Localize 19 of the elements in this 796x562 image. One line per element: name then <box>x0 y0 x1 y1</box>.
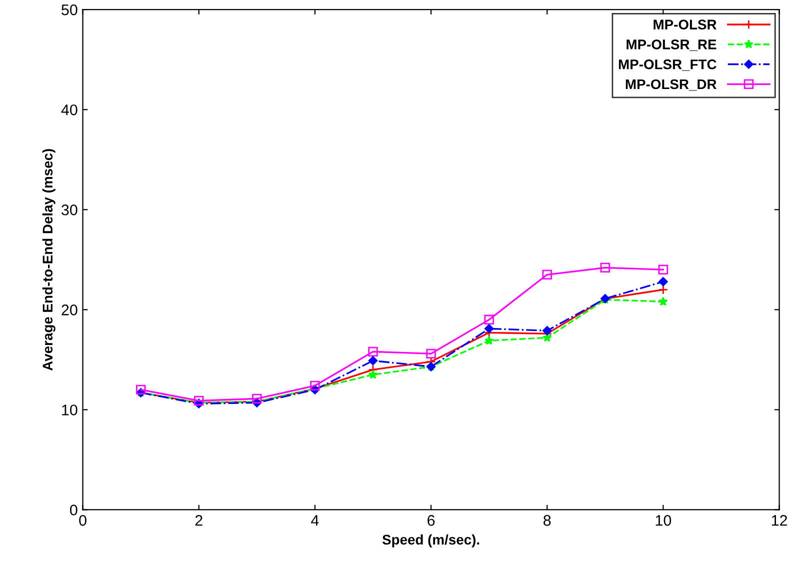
x-tick-label: 6 <box>428 515 435 526</box>
y-tick-label: 30 <box>62 204 78 216</box>
y-tick-label: 0 <box>70 504 78 516</box>
x-tick-label: 4 <box>311 515 319 526</box>
legend-label: MP-OLSR_FTC <box>618 59 716 71</box>
legend-label: MP-OLSR <box>654 20 716 30</box>
y-axis-title: Average End-to-End Delay (msec) <box>42 149 56 371</box>
x-axis-title: Speed (m/sec). <box>382 534 480 548</box>
x-tick-label: 8 <box>544 515 551 526</box>
y-tick-label: 40 <box>61 104 78 116</box>
x-tick-label: 10 <box>656 515 672 526</box>
y-tick-label: 10 <box>62 404 78 416</box>
legend-label: MP-OLSR_RE <box>626 40 716 51</box>
legend-label: MP-OLSR_DR <box>626 79 716 91</box>
x-tick-label: 12 <box>772 515 788 526</box>
x-tick-label: 2 <box>195 515 202 526</box>
y-tick-label: 20 <box>62 304 78 316</box>
y-tick-label: 50 <box>62 4 78 16</box>
x-tick-label: 0 <box>79 515 86 526</box>
